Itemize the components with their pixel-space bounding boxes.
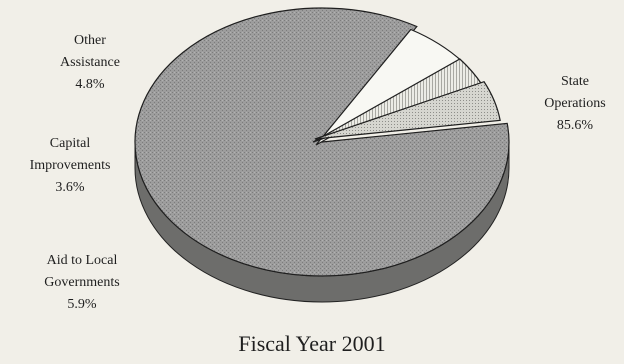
pie-slice-other-assistance xyxy=(314,81,501,140)
label-other-assistance: Other Assistance 4.8% xyxy=(40,30,140,96)
label-value: 3.6% xyxy=(55,180,85,195)
label-value: 5.9% xyxy=(67,297,97,312)
label-state-operations: State Operations 85.6% xyxy=(530,71,620,137)
label-capital-improvements: Capital Improvements 3.6% xyxy=(10,133,130,199)
label-name-line: Aid to Local xyxy=(46,253,118,268)
label-name-line: Improvements xyxy=(29,158,111,173)
label-name-line: Governments xyxy=(44,275,120,290)
chart-title: Fiscal Year 2001 xyxy=(238,331,386,356)
label-aid-to-local-governments: Aid to Local Governments 5.9% xyxy=(22,250,142,316)
label-value: 85.6% xyxy=(556,118,594,133)
label-name-line: Assistance xyxy=(60,55,120,70)
label-name-line: Operations xyxy=(544,96,606,111)
label-name-line: Capital xyxy=(49,136,91,151)
label-name-line: Other xyxy=(74,33,106,48)
pie-tops xyxy=(134,7,510,277)
label-name-line: State xyxy=(561,74,589,89)
label-value: 4.8% xyxy=(75,77,105,92)
